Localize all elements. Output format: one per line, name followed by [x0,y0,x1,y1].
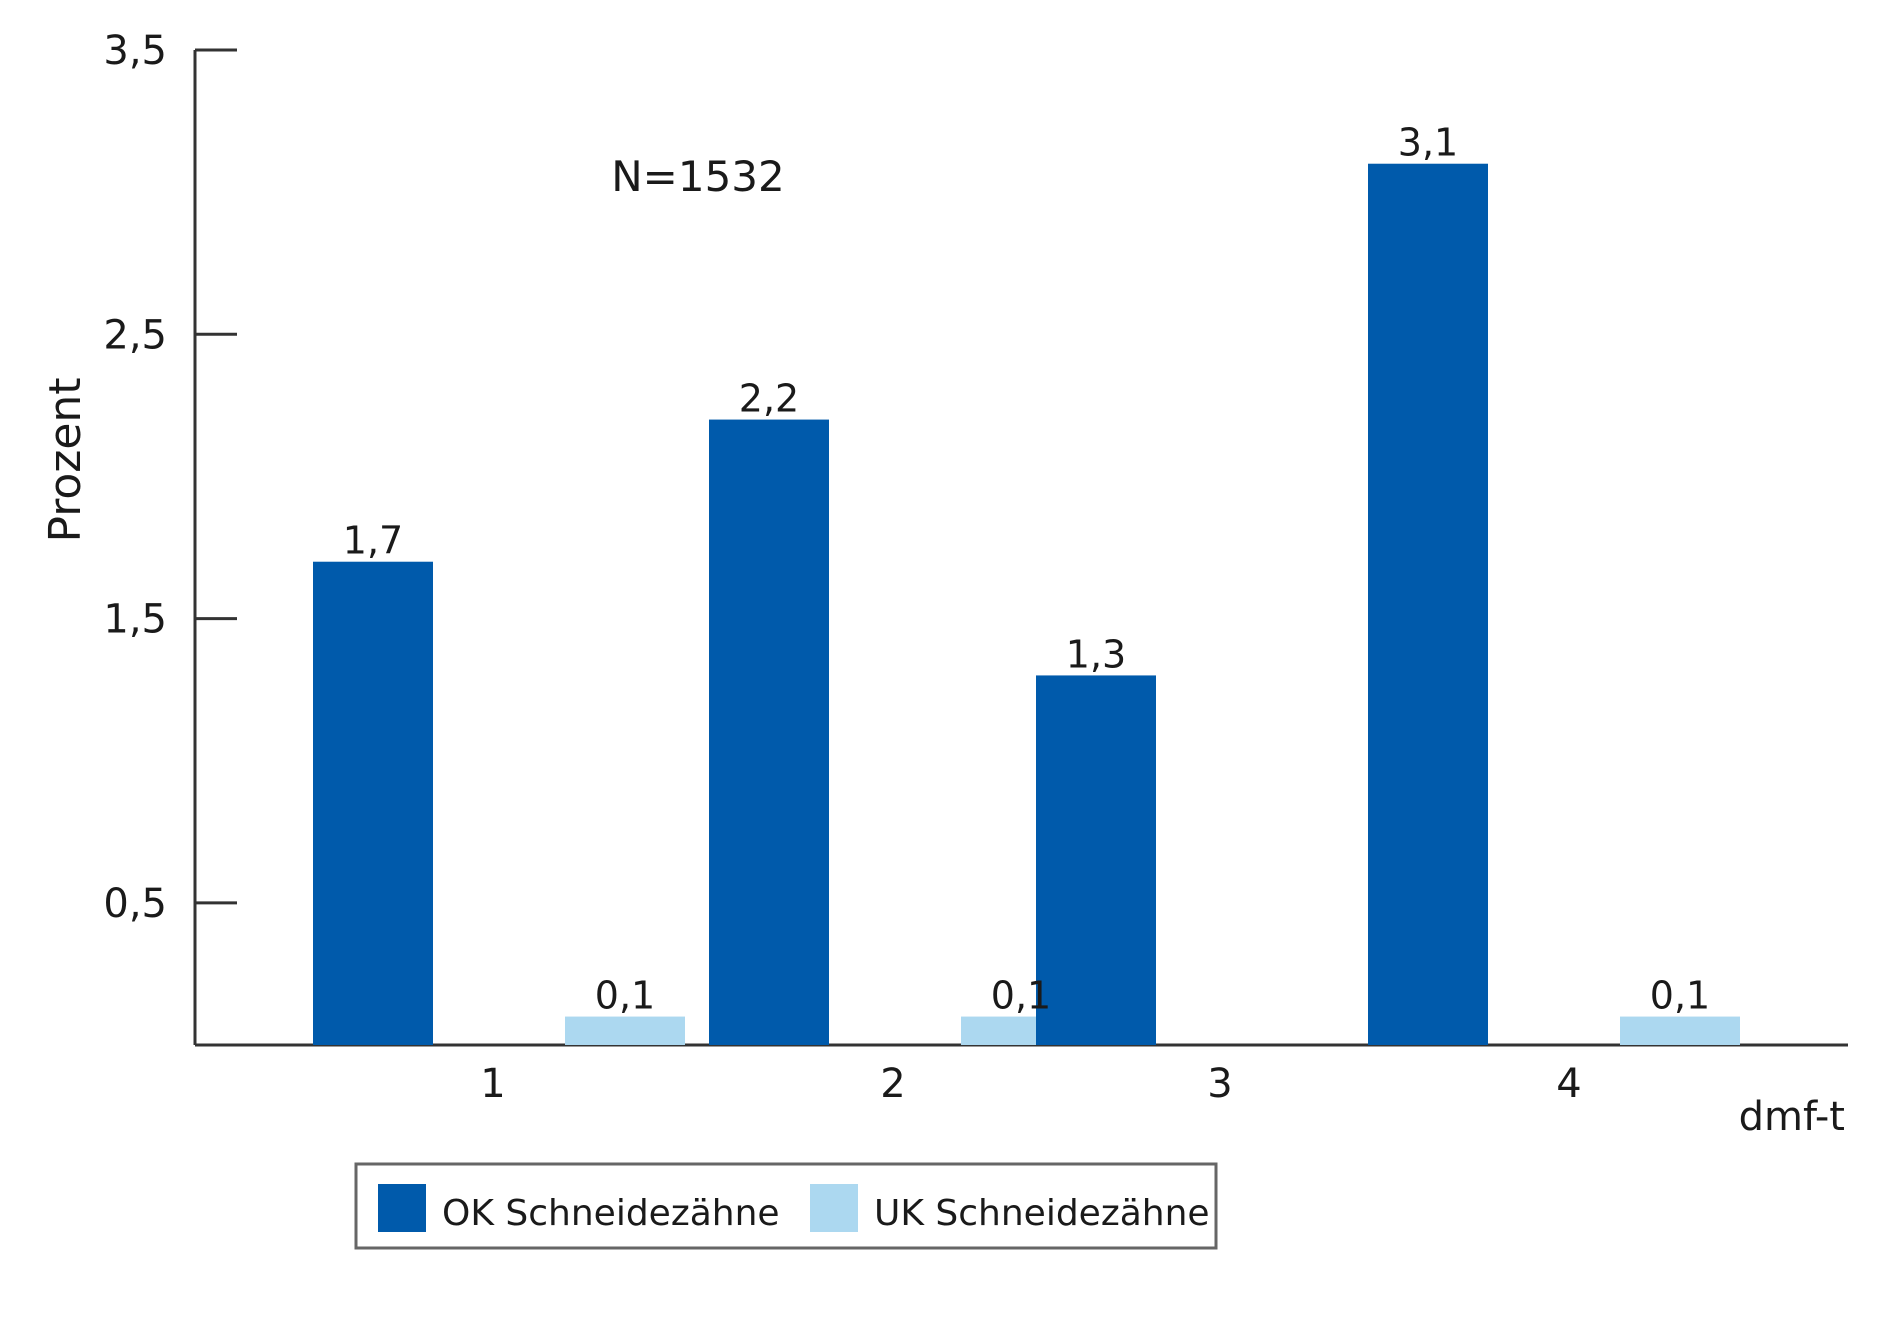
bar-ok-1 [313,561,433,1045]
bar-value-label: 0,1 [1650,974,1710,1018]
y-ticks: 0,5 1,5 2,5 3,5 [103,28,237,927]
bar-labels: 1,7 0,1 2,2 0,1 1,3 3,1 0,1 [343,121,1710,1018]
bar-ok-3 [1036,675,1156,1045]
bar-value-label: 3,1 [1398,121,1458,165]
legend-swatch-uk [810,1184,858,1232]
bar-value-label: 0,1 [595,974,655,1018]
y-tick-label: 2,5 [103,312,167,358]
bar-uk-1 [565,1016,685,1045]
bar-value-label: 0,1 [991,974,1051,1018]
bar-value-label: 2,2 [739,377,799,421]
bar-ok-2 [709,419,829,1046]
y-tick-label: 0,5 [103,881,167,927]
legend-label-ok: OK Schneidezähne [442,1193,780,1234]
sample-size-annotation: N=1532 [611,152,785,201]
bar-value-label: 1,3 [1066,632,1126,676]
bar-uk-4 [1620,1016,1740,1045]
x-tick-label: 4 [1556,1061,1581,1107]
x-ticks: 1 2 3 4 [480,1061,1581,1107]
legend-swatch-ok [378,1184,426,1232]
bar-value-label: 1,7 [343,519,403,563]
y-tick-label: 1,5 [103,597,167,643]
x-tick-label: 3 [1207,1061,1232,1107]
bars [313,163,1740,1046]
y-tick-label: 3,5 [103,28,167,74]
x-tick-label: 2 [880,1061,905,1107]
bar-ok-4 [1368,163,1488,1045]
legend: OK Schneidezähne UK Schneidezähne [354,1162,1218,1250]
x-tick-label: 1 [480,1061,505,1107]
y-axis-label: Prozent [40,377,91,542]
x-axis-label: dmf-t [1739,1094,1845,1140]
legend-label-uk: UK Schneidezähne [874,1193,1210,1234]
legend-box [354,1162,1218,1250]
